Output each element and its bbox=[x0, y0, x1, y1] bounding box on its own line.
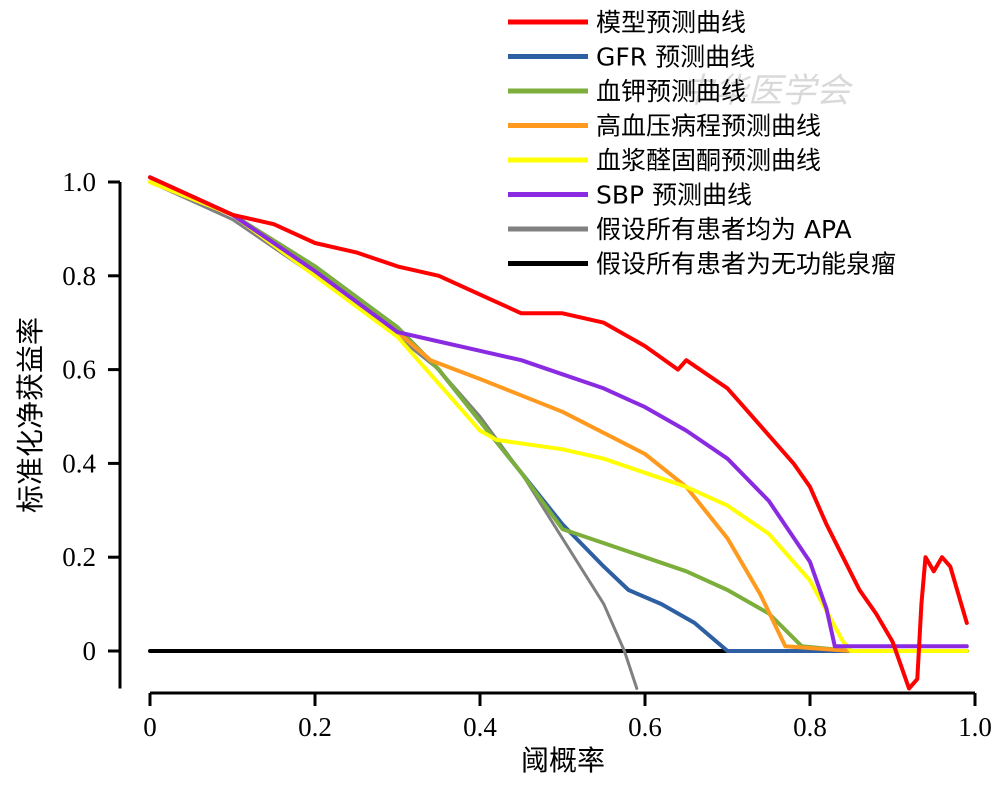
y-tick-label: 0 bbox=[83, 636, 97, 666]
y-tick-label: 0.8 bbox=[62, 261, 96, 291]
x-axis: 0 0.2 0.4 0.6 0.8 1.0 bbox=[143, 691, 992, 742]
y-axis: 0 0.2 0.4 0.6 0.8 1.0 bbox=[62, 167, 122, 689]
y-tick-label: 0.4 bbox=[62, 448, 96, 478]
series-line-6 bbox=[148, 180, 639, 690]
legend-label-7: 假设所有患者为无功能泉瘤 bbox=[596, 250, 896, 279]
series-layer bbox=[148, 175, 969, 691]
y-tick-label: 0.6 bbox=[62, 355, 96, 385]
series-line-4 bbox=[148, 180, 969, 653]
legend-label-2: 血钾预测曲线 bbox=[596, 77, 746, 106]
series-line-5 bbox=[148, 175, 969, 649]
x-tick-label: 0.6 bbox=[628, 712, 662, 742]
series-line-2 bbox=[148, 175, 969, 653]
legend-label-3: 高血压病程预测曲线 bbox=[596, 112, 821, 141]
series-line-0 bbox=[148, 175, 969, 691]
x-tick-label: 0.2 bbox=[298, 712, 332, 742]
x-tick-label: 0.8 bbox=[793, 712, 827, 742]
legend-label-0: 模型预测曲线 bbox=[596, 8, 746, 37]
watermark: 中华医学会 bbox=[680, 71, 854, 111]
x-tick-label: 0.4 bbox=[463, 712, 497, 742]
legend-label-6: 假设所有患者均为 APA bbox=[596, 215, 852, 244]
legend-label-1: GFR 预测曲线 bbox=[596, 43, 755, 72]
legend-label-4: 血浆醛固酮预测曲线 bbox=[596, 146, 821, 175]
x-tick-label: 1.0 bbox=[958, 712, 992, 742]
x-axis-title: 阈概率 bbox=[521, 744, 605, 777]
y-tick-label: 1.0 bbox=[62, 167, 96, 197]
y-axis-title: 标准化净获益率 bbox=[14, 317, 47, 513]
y-tick-label: 0.2 bbox=[62, 542, 96, 572]
x-tick-label: 0 bbox=[143, 712, 157, 742]
legend-label-5: SBP 预测曲线 bbox=[596, 181, 752, 210]
